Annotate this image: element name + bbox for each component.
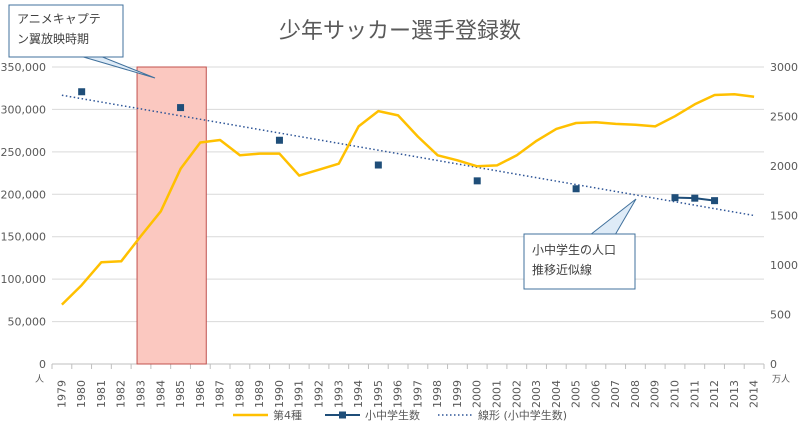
- x-tick-label: 1997: [411, 380, 424, 408]
- x-tick-label: 2010: [669, 380, 682, 408]
- callout-anime-text: ン翼放映時期: [17, 31, 89, 46]
- x-tick-label: 2000: [471, 380, 484, 408]
- y-right-tick-label: 1000: [770, 259, 798, 272]
- y-left-tick-label: 200,000: [1, 188, 47, 201]
- anime-period-band: [137, 67, 206, 364]
- x-tick-label: 2001: [491, 380, 504, 408]
- x-tick-label: 2014: [748, 380, 761, 408]
- x-tick-label: 1984: [154, 380, 167, 408]
- legend-marker-students: [339, 412, 346, 419]
- data-point-students: [711, 197, 718, 204]
- x-tick-label: 2003: [530, 380, 543, 408]
- y-right-tick-label: 1500: [770, 210, 798, 223]
- x-tick-label: 1981: [95, 380, 108, 408]
- data-point-students: [78, 88, 85, 95]
- y-left-tick-label: 250,000: [1, 146, 47, 159]
- data-point-students: [177, 104, 184, 111]
- x-tick-label: 1995: [372, 380, 385, 408]
- x-tick-label: 1989: [253, 380, 266, 408]
- x-tick-label: 2002: [510, 380, 523, 408]
- y-left-unit: 人: [35, 374, 44, 385]
- y-left-tick-label: 50,000: [8, 316, 47, 329]
- x-tick-label: 2012: [708, 380, 721, 408]
- y-right-tick-label: 0: [770, 358, 777, 371]
- y-left-tick-label: 150,000: [1, 231, 47, 244]
- y-right-tick-label: 2000: [770, 160, 798, 173]
- y-right-tick-label: 3000: [770, 61, 798, 74]
- x-tick-label: 1999: [451, 380, 464, 408]
- x-tick-label: 1996: [392, 380, 405, 408]
- data-point-students: [276, 137, 283, 144]
- data-point-students: [474, 177, 481, 184]
- x-tick-label: 1986: [194, 380, 207, 408]
- callout-trend-text: 小中学生の人口: [532, 242, 616, 257]
- callout-anime-text: アニメキャプテ: [17, 12, 101, 26]
- x-tick-label: 1988: [233, 380, 246, 408]
- data-point-students: [573, 185, 580, 192]
- x-tick-label: 1980: [75, 380, 88, 408]
- x-tick-label: 1992: [313, 380, 326, 408]
- data-point-students: [375, 162, 382, 169]
- y-left-tick-label: 300,000: [1, 103, 47, 116]
- x-tick-label: 1990: [273, 380, 286, 408]
- y-left-tick-label: 100,000: [1, 273, 47, 286]
- x-tick-label: 2011: [688, 380, 701, 408]
- data-point-students: [691, 195, 698, 202]
- y-right-tick-label: 2500: [770, 111, 798, 124]
- callout-trend-text: 推移近似線: [532, 262, 592, 277]
- legend-label-dai4shu: 第4種: [273, 408, 302, 422]
- x-tick-label: 1982: [115, 380, 128, 408]
- x-tick-label: 2004: [550, 380, 563, 408]
- x-tick-label: 1983: [135, 380, 148, 408]
- legend-label-students: 小中学生数: [365, 408, 420, 422]
- x-tick-label: 2013: [728, 380, 741, 408]
- y-right-unit: 万人: [772, 374, 790, 385]
- x-tick-label: 1985: [174, 380, 187, 408]
- y-right-tick-label: 500: [770, 309, 791, 322]
- x-tick-label: 1993: [332, 380, 345, 408]
- x-tick-label: 1994: [352, 380, 365, 408]
- y-left-tick-label: 0: [39, 358, 46, 371]
- x-tick-label: 1991: [293, 380, 306, 408]
- legend-label-trendline: 線形 (小中学生数): [478, 408, 567, 422]
- callout-pointer: [590, 199, 636, 235]
- x-tick-label: 2008: [629, 380, 642, 408]
- y-left-tick-label: 350,000: [1, 61, 47, 74]
- x-tick-label: 2006: [589, 380, 602, 408]
- x-tick-label: 1998: [431, 380, 444, 408]
- x-tick-label: 2009: [649, 380, 662, 408]
- x-tick-label: 1979: [55, 380, 68, 408]
- chart-title: 少年サッカー選手登録数: [279, 19, 521, 44]
- x-tick-label: 1987: [214, 380, 227, 408]
- data-point-students: [672, 194, 679, 201]
- x-tick-label: 2005: [570, 380, 583, 408]
- x-tick-label: 2007: [609, 380, 622, 408]
